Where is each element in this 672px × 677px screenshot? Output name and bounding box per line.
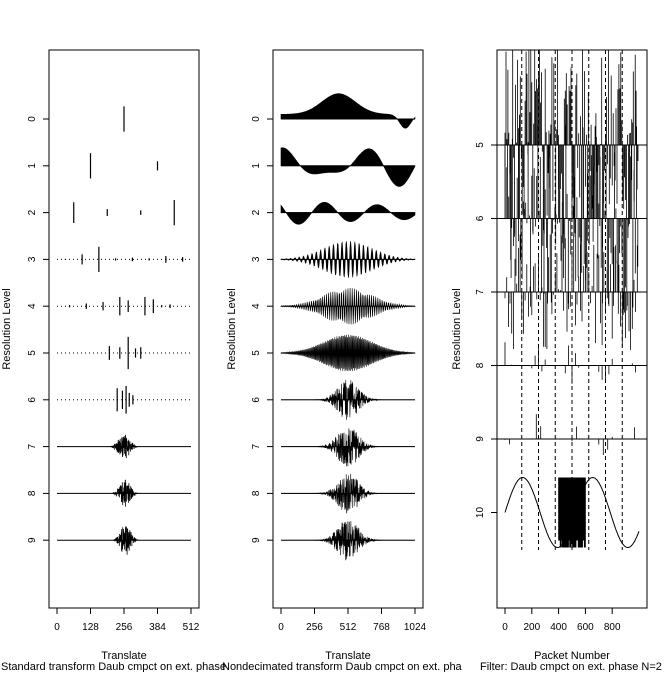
panel-1-caption: Standard transform Daub cmpct on ext. ph… <box>1 661 226 672</box>
y-tick-label: 9 <box>475 436 486 442</box>
y-tick-label: 7 <box>27 443 38 449</box>
x-tick-label: 512 <box>340 622 357 633</box>
panel-2-x-axis: 0 256 512 768 1024 <box>278 608 427 633</box>
packet-coefficients <box>504 342 636 384</box>
y-tick-label: 8 <box>251 490 262 496</box>
x-tick-label: 512 <box>183 622 200 633</box>
panel-1-frame <box>48 49 200 609</box>
panel-1-x-axis: 0 128 256 384 512 <box>54 608 200 633</box>
panel-wavelet-packet: 5 6 7 8 9 10 0 200 400 600 800 Packet Number Reso… <box>451 49 662 673</box>
y-tick-label: 0 <box>251 116 262 122</box>
y-tick-label: 3 <box>27 256 38 262</box>
panel-3-packets <box>497 50 647 550</box>
y-tick-label: 1 <box>251 163 262 169</box>
y-tick-label: 1 <box>27 163 38 169</box>
y-tick-label: 9 <box>27 537 38 543</box>
y-tick-label: 2 <box>27 209 38 215</box>
panel-1-y-label: Resolution Level <box>1 288 13 369</box>
coefficient-wave <box>281 521 415 561</box>
x-tick-label: 768 <box>373 622 390 633</box>
packet-burst <box>558 477 586 548</box>
x-tick-label: 0 <box>278 622 284 633</box>
y-tick-label: 7 <box>251 443 262 449</box>
y-tick-label: 4 <box>27 303 38 309</box>
x-tick-label: 200 <box>523 622 540 633</box>
panel-1-y-axis: 0 1 2 3 4 5 6 7 8 9 <box>27 116 49 543</box>
x-tick-label: 0 <box>54 622 60 633</box>
packet-coefficients <box>504 414 635 455</box>
y-tick-label: 6 <box>251 397 262 403</box>
y-tick-label: 0 <box>27 116 38 122</box>
coefficient-wave <box>280 147 416 187</box>
packet-coefficients <box>504 119 639 315</box>
panel-2-caption: Nondecimated transform Daub cmpct on ext… <box>222 661 463 672</box>
y-tick-label: 10 <box>475 507 486 519</box>
coefficient-burst <box>107 479 143 507</box>
y-tick-label: 7 <box>475 289 486 295</box>
coefficient-burst <box>105 434 143 459</box>
x-tick-label: 384 <box>149 622 166 633</box>
coefficient-wave <box>281 473 415 514</box>
x-tick-label: 128 <box>82 622 99 633</box>
y-tick-label: 3 <box>251 256 262 262</box>
x-tick-label: 400 <box>550 622 567 633</box>
panel-3-x-axis: 0 200 400 600 800 <box>502 608 621 633</box>
x-tick-label: 800 <box>604 622 621 633</box>
y-tick-label: 2 <box>251 209 262 215</box>
y-tick-label: 5 <box>251 350 262 356</box>
panel-nondecimated-transform: 0 1 2 3 4 5 6 7 8 9 0 256 512 768 1024 Translate Reso… <box>222 49 463 673</box>
panel-3-x-label: Packet Number <box>534 650 610 662</box>
coefficient-wave <box>281 379 415 420</box>
x-tick-label: 256 <box>306 622 323 633</box>
panel-3-y-axis: 5 6 7 8 9 10 <box>475 142 497 518</box>
coefficient-wave <box>281 428 415 467</box>
y-tick-label: 6 <box>475 215 486 221</box>
coefficient-wave <box>280 93 416 129</box>
x-tick-label: 0 <box>502 622 508 633</box>
y-tick-label: 8 <box>27 490 38 496</box>
coefficient-wave <box>280 334 416 372</box>
panel-3-caption: Filter: Daub cmpct on ext. phase N=2 <box>480 661 662 672</box>
x-tick-label: 1024 <box>404 622 427 633</box>
y-tick-label: 6 <box>27 397 38 403</box>
panel-standard-transform: 0 1 2 3 4 5 6 7 8 9 0 128 256 384 512 Translate Resol… <box>1 49 226 673</box>
panel-2-x-label: Translate <box>325 650 370 662</box>
x-tick-label: 600 <box>577 622 594 633</box>
panel-2-coefficients <box>279 93 416 561</box>
y-tick-label: 4 <box>251 303 262 309</box>
x-tick-label: 256 <box>116 622 133 633</box>
panel-1-coefficients <box>57 106 191 555</box>
y-tick-label: 9 <box>251 537 262 543</box>
panel-2-y-label: Resolution Level <box>226 288 238 369</box>
panel-1-x-label: Translate <box>101 650 146 662</box>
y-tick-label: 5 <box>27 350 38 356</box>
coefficient-wave <box>279 241 416 278</box>
packet-coefficients <box>504 234 638 350</box>
panel-3-y-label: Resolution Level <box>451 288 463 369</box>
coefficient-wave <box>280 287 416 325</box>
y-tick-label: 8 <box>475 362 486 368</box>
coefficient-wave <box>280 202 416 225</box>
panel-2-y-axis: 0 1 2 3 4 5 6 7 8 9 <box>251 116 273 543</box>
coefficient-burst <box>109 526 142 555</box>
y-tick-label: 5 <box>475 142 486 148</box>
